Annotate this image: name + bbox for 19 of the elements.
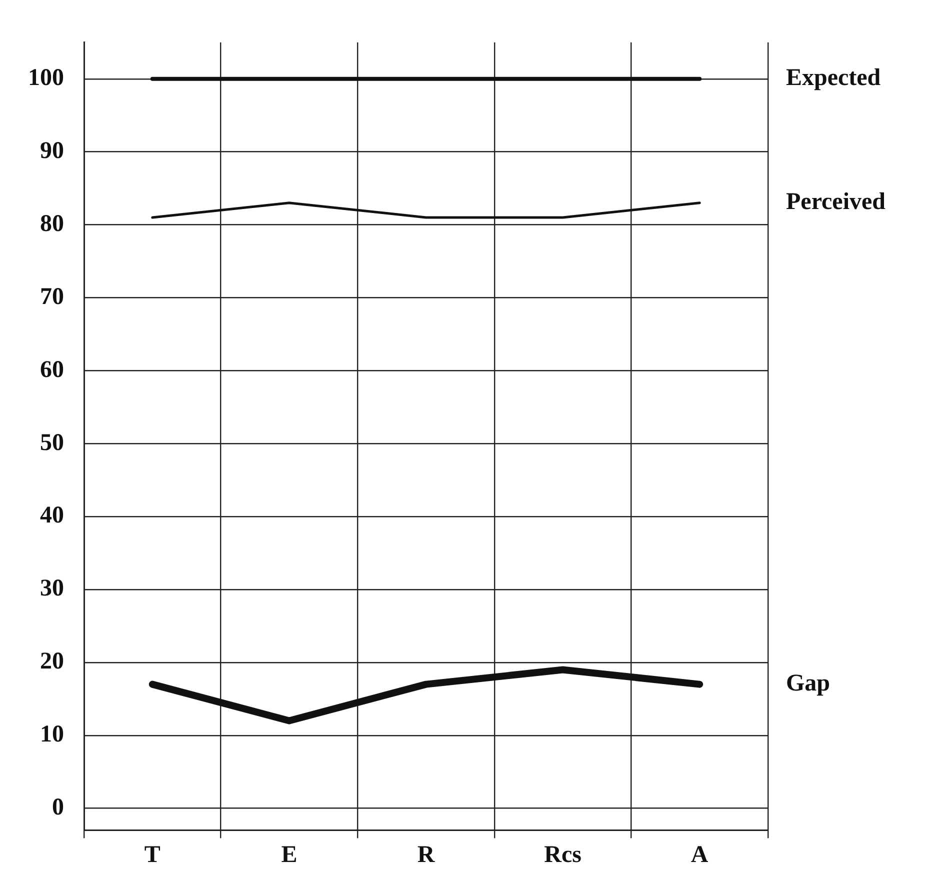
x-tick-label: R <box>417 842 436 868</box>
y-tick-label: 60 <box>40 356 64 383</box>
x-tick-label: E <box>281 842 298 868</box>
y-tick-label: 10 <box>40 722 64 748</box>
y-tick-label: 100 <box>28 65 64 92</box>
y-tick-label: 50 <box>40 430 64 456</box>
y-tick-label: 80 <box>40 210 64 237</box>
y-tick-label: 20 <box>40 648 64 675</box>
y-tick-label: 0 <box>52 794 64 821</box>
x-tick-label: T <box>144 842 160 868</box>
y-tick-label: 30 <box>40 576 64 602</box>
text: Gap <box>786 670 830 697</box>
y-tick-label: 90 <box>40 138 64 164</box>
text: Perceived <box>786 189 886 216</box>
x-tick-label: A <box>690 842 709 868</box>
x-tick-label: Rcs <box>544 842 582 868</box>
y-tick-label: 40 <box>40 502 64 529</box>
text: Expected <box>786 65 882 92</box>
y-tick-label: 70 <box>40 284 64 310</box>
